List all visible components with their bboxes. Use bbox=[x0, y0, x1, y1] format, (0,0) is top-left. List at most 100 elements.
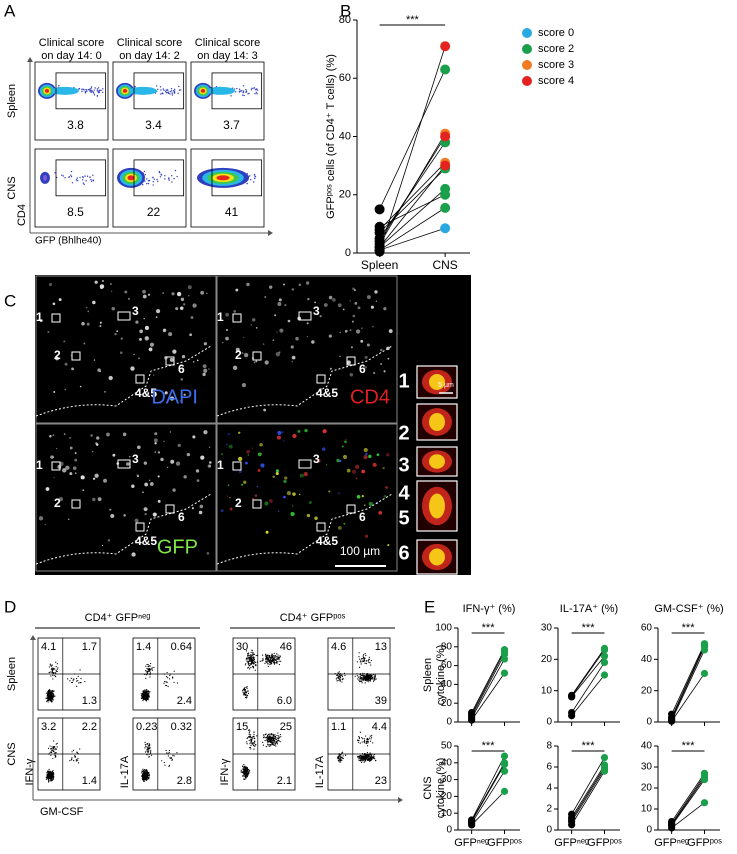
speckle bbox=[180, 306, 183, 309]
speckle bbox=[255, 361, 257, 363]
event bbox=[361, 681, 362, 682]
speckle bbox=[64, 433, 66, 435]
event bbox=[371, 660, 372, 661]
speckle bbox=[288, 320, 291, 323]
event bbox=[251, 656, 252, 657]
event bbox=[375, 760, 376, 761]
inset-label: 6 bbox=[398, 542, 409, 564]
speckle bbox=[70, 447, 73, 450]
event bbox=[252, 743, 253, 744]
event bbox=[157, 181, 158, 182]
density bbox=[43, 175, 47, 181]
event bbox=[256, 88, 257, 89]
speckle bbox=[99, 325, 101, 327]
event bbox=[169, 752, 170, 753]
event bbox=[49, 769, 50, 770]
event bbox=[55, 676, 56, 677]
event bbox=[46, 698, 47, 699]
event bbox=[52, 678, 53, 679]
event bbox=[148, 668, 149, 669]
event bbox=[171, 175, 172, 176]
event bbox=[371, 737, 372, 738]
event bbox=[55, 752, 56, 753]
quadrant-value: 46 bbox=[280, 641, 292, 653]
event bbox=[145, 174, 146, 175]
speckle bbox=[49, 283, 52, 286]
event bbox=[50, 700, 51, 701]
event bbox=[272, 653, 273, 654]
speckle bbox=[351, 346, 353, 348]
event bbox=[73, 680, 74, 681]
speckle bbox=[273, 476, 275, 478]
speckle bbox=[350, 373, 354, 377]
event bbox=[341, 760, 342, 761]
event bbox=[271, 737, 272, 738]
event bbox=[54, 172, 55, 173]
event bbox=[46, 775, 47, 776]
event bbox=[357, 661, 358, 662]
group-header: CD4⁺ GFPⁿᵉᵍ bbox=[85, 612, 151, 624]
speckle bbox=[138, 357, 140, 359]
event bbox=[360, 674, 361, 675]
event bbox=[144, 778, 145, 779]
event bbox=[357, 675, 358, 676]
event bbox=[167, 686, 168, 687]
pair-line bbox=[572, 675, 605, 716]
event bbox=[236, 88, 237, 89]
event bbox=[141, 693, 142, 694]
event bbox=[47, 694, 48, 695]
event bbox=[147, 671, 148, 672]
event bbox=[275, 736, 276, 737]
event bbox=[370, 679, 371, 680]
speckle bbox=[81, 475, 85, 479]
speckle bbox=[124, 291, 127, 294]
speckle bbox=[360, 340, 363, 343]
point bbox=[701, 670, 708, 677]
event bbox=[272, 739, 273, 740]
event bbox=[269, 735, 270, 736]
event bbox=[142, 775, 143, 776]
event bbox=[342, 676, 343, 677]
point bbox=[440, 161, 450, 171]
pair-line bbox=[380, 208, 446, 250]
event bbox=[69, 760, 70, 761]
event bbox=[49, 698, 50, 699]
speckle bbox=[384, 495, 387, 498]
event bbox=[52, 698, 53, 699]
speckle bbox=[192, 507, 194, 509]
speckle bbox=[108, 539, 110, 541]
event bbox=[92, 174, 93, 175]
event bbox=[239, 91, 240, 92]
event bbox=[54, 668, 55, 669]
point bbox=[568, 709, 575, 716]
event bbox=[274, 745, 275, 746]
speckle bbox=[292, 492, 295, 495]
speckle bbox=[154, 438, 158, 442]
y-axis-label: IL-17A bbox=[119, 755, 131, 788]
speckle bbox=[307, 336, 308, 337]
event bbox=[247, 695, 248, 696]
event bbox=[270, 739, 271, 740]
speckle bbox=[209, 447, 210, 448]
speckle bbox=[148, 294, 150, 296]
event bbox=[48, 748, 49, 749]
cell-label: 4&5 bbox=[316, 386, 338, 400]
event bbox=[81, 91, 82, 92]
event bbox=[51, 746, 52, 747]
speckle bbox=[279, 351, 281, 353]
point bbox=[668, 711, 675, 718]
event bbox=[148, 695, 149, 696]
pair-line bbox=[572, 767, 605, 820]
speckle bbox=[283, 284, 285, 286]
event bbox=[268, 738, 269, 739]
speckle bbox=[226, 329, 228, 331]
event bbox=[50, 748, 51, 749]
event bbox=[52, 665, 53, 666]
speckle bbox=[252, 318, 255, 321]
event bbox=[146, 770, 147, 771]
event bbox=[275, 739, 276, 740]
event bbox=[269, 655, 270, 656]
speckle bbox=[175, 307, 178, 310]
event bbox=[167, 89, 168, 90]
cell-label: 2 bbox=[54, 496, 61, 510]
